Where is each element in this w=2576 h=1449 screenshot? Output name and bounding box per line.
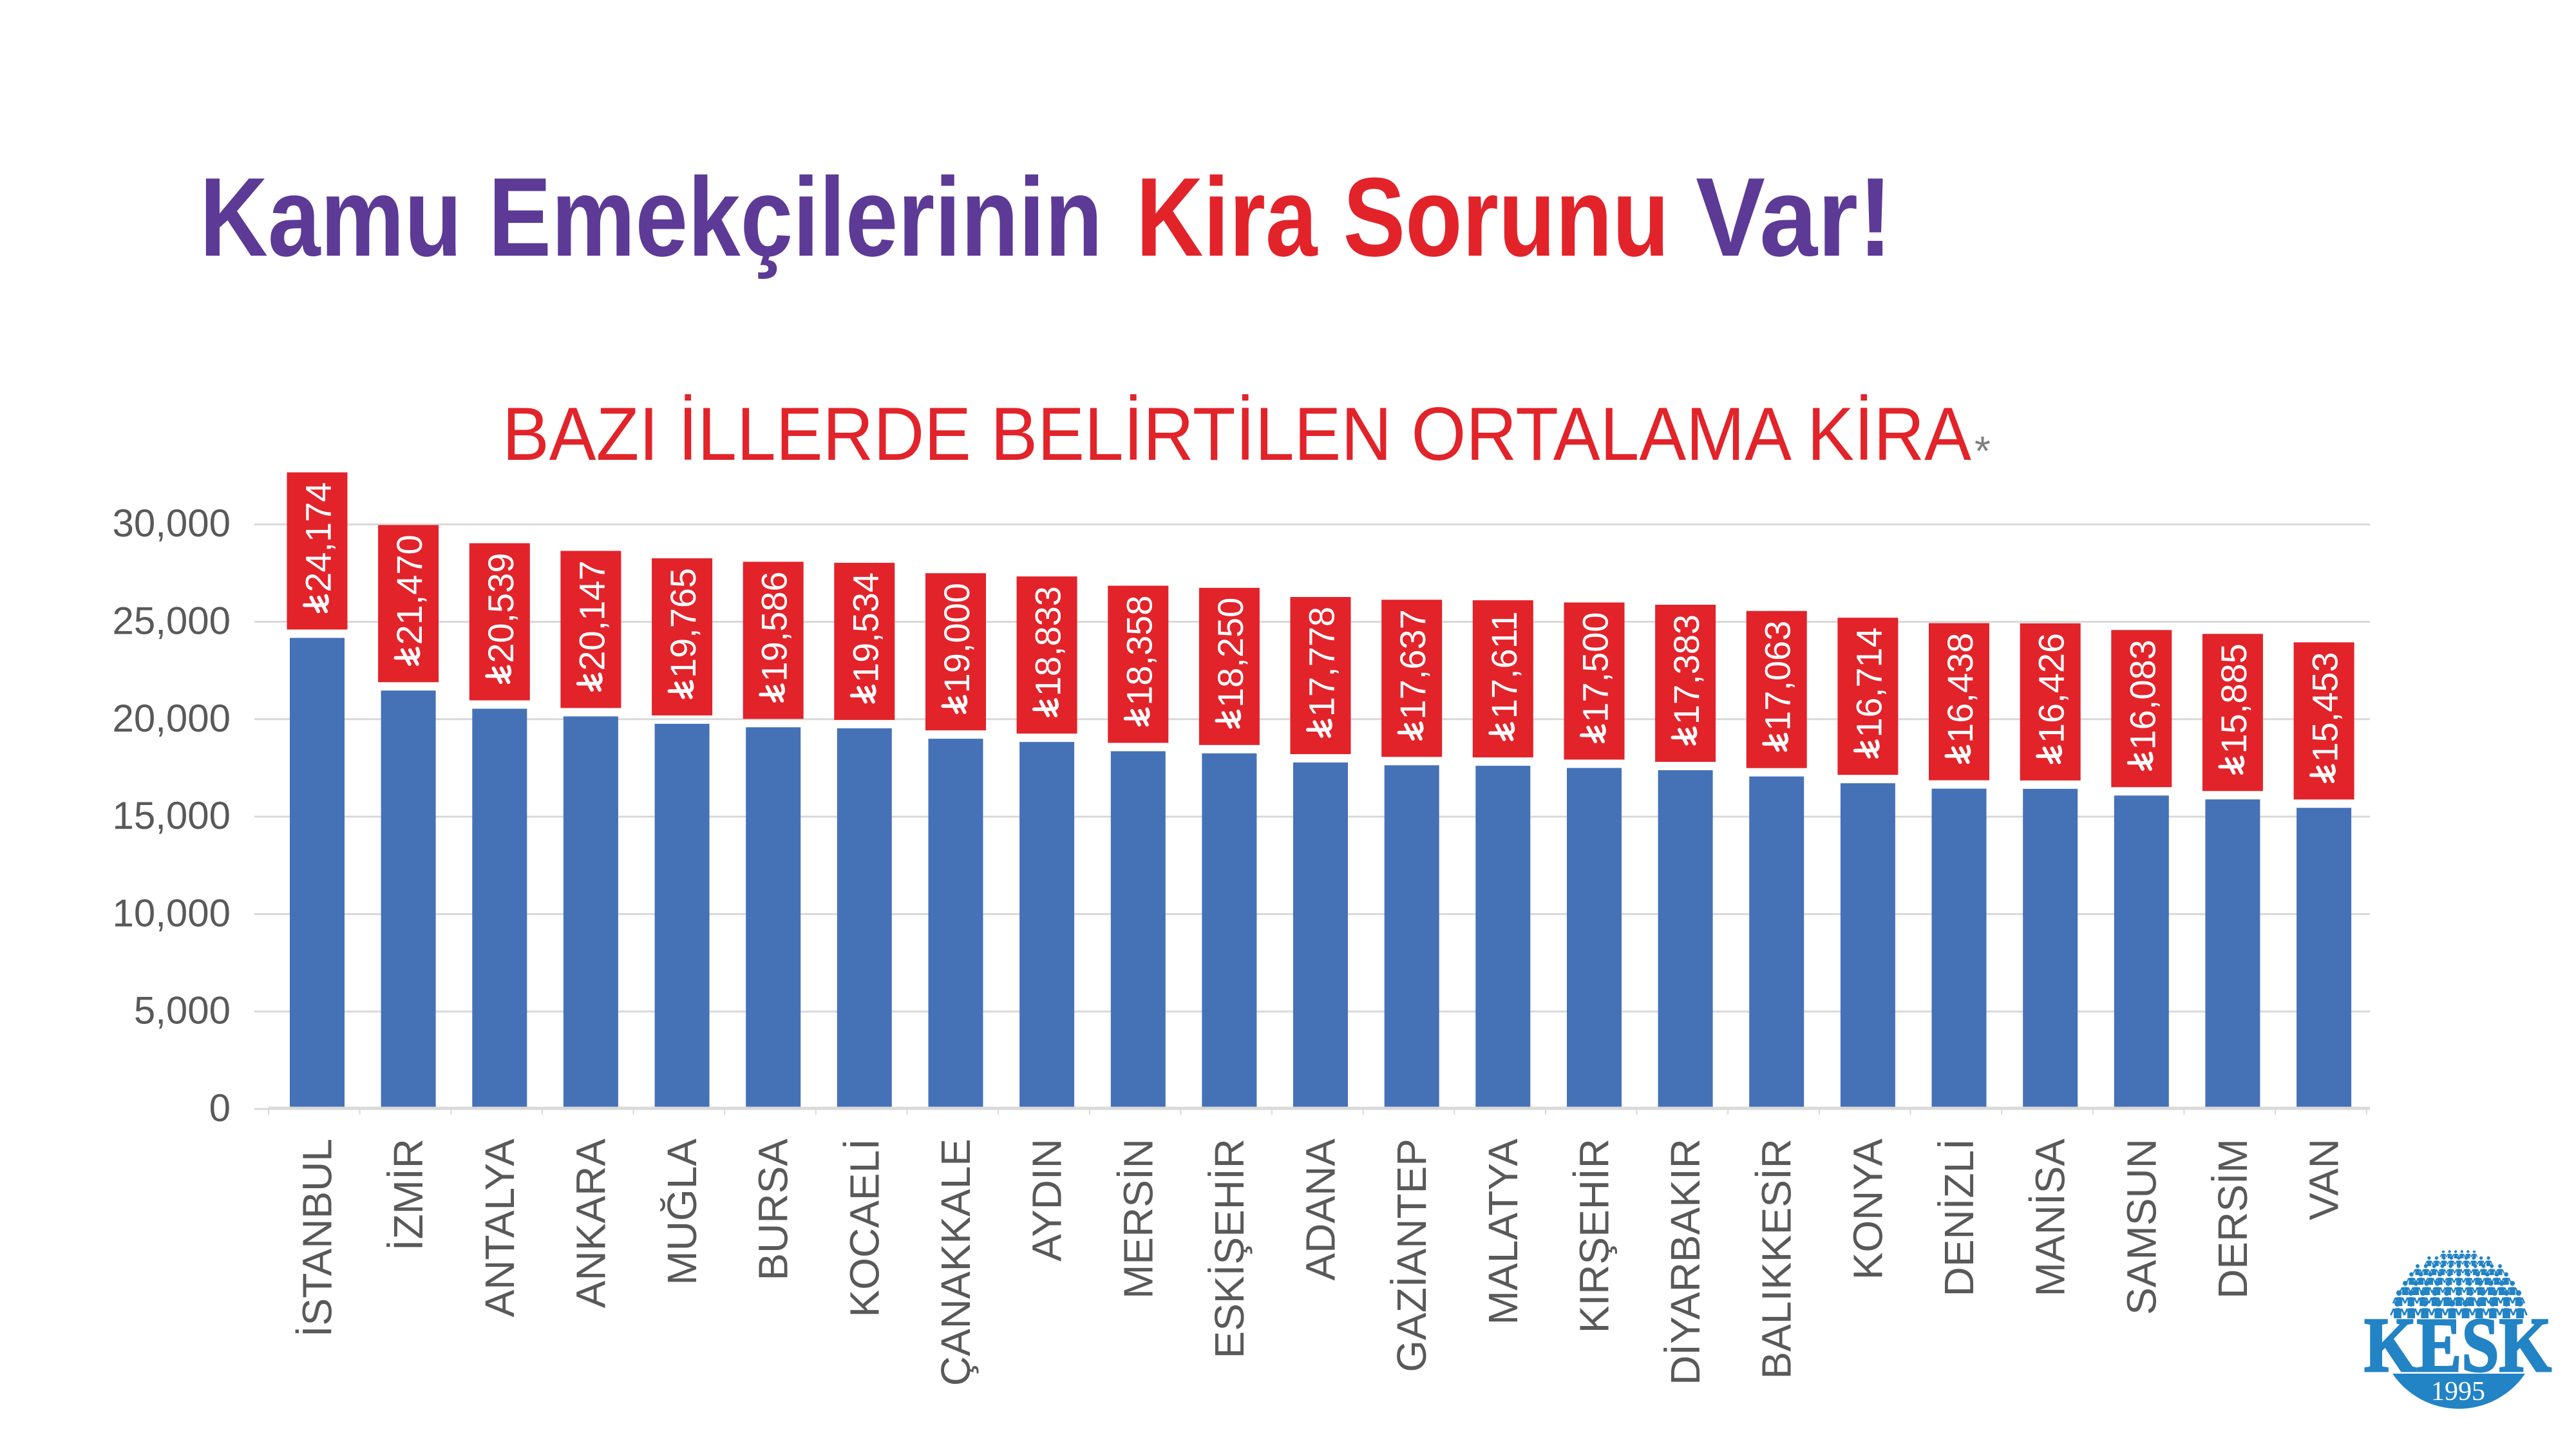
svg-text:10,000: 10,000 (112, 891, 231, 934)
svg-text:1995: 1995 (2431, 1377, 2485, 1406)
svg-text:30,000: 30,000 (112, 502, 231, 545)
svg-text:17,383: 17,383 (1666, 614, 1707, 724)
svg-text:17,500: 17,500 (1575, 612, 1616, 722)
svg-text:0: 0 (209, 1086, 231, 1130)
svg-text:19,586: 19,586 (754, 571, 795, 681)
svg-text:21,470: 21,470 (389, 535, 430, 645)
svg-text:15,000: 15,000 (112, 794, 231, 837)
svg-text:17,778: 17,778 (1302, 607, 1342, 717)
svg-text:ANTALYA: ANTALYA (477, 1139, 523, 1318)
svg-text:GAZİANTEP: GAZİANTEP (1388, 1139, 1435, 1372)
svg-text:BURSA: BURSA (750, 1139, 797, 1281)
svg-text:ESKİŞEHİR: ESKİŞEHİR (1206, 1139, 1253, 1358)
svg-text:*: * (1975, 428, 1991, 474)
svg-text:MANİSA: MANİSA (2027, 1139, 2074, 1297)
svg-text:24,174: 24,174 (298, 482, 339, 592)
svg-text:16,438: 16,438 (1940, 633, 1980, 743)
svg-text:18,833: 18,833 (1028, 586, 1068, 696)
svg-text:17,637: 17,637 (1392, 609, 1433, 719)
svg-text:15,885: 15,885 (2213, 643, 2254, 753)
svg-text:BAZI İLLERDE BELİRTİLEN ORTALA: BAZI İLLERDE BELİRTİLEN ORTALAMA KİRA (502, 392, 1971, 476)
svg-text:İSTANBUL: İSTANBUL (294, 1139, 341, 1337)
svg-text:BALIKKESİR: BALIKKESİR (1754, 1139, 1800, 1379)
svg-text:MERSİN: MERSİN (1115, 1139, 1161, 1299)
svg-text:Kamu Emekçilerinin: Kamu Emekçilerinin (200, 154, 1103, 279)
svg-text:ADANA: ADANA (1298, 1139, 1344, 1281)
svg-text:MALATYA: MALATYA (1480, 1139, 1526, 1325)
svg-text:25,000: 25,000 (112, 600, 231, 643)
svg-text:KIRŞEHİR: KIRŞEHİR (1571, 1139, 1618, 1333)
svg-text:İZMİR: İZMİR (385, 1139, 431, 1251)
svg-text:19,765: 19,765 (663, 568, 703, 678)
svg-text:20,147: 20,147 (571, 560, 612, 670)
svg-text:20,000: 20,000 (112, 697, 231, 740)
svg-text:20,539: 20,539 (480, 553, 521, 663)
svg-text:Var!: Var! (1696, 154, 1893, 279)
svg-text:16,426: 16,426 (2031, 633, 2072, 743)
svg-text:19,000: 19,000 (936, 583, 977, 693)
svg-text:5,000: 5,000 (134, 989, 231, 1032)
svg-text:DERSİM: DERSİM (2210, 1139, 2256, 1299)
svg-text:Kira Sorunu: Kira Sorunu (1136, 154, 1669, 279)
svg-text:ÇANAKKALE: ÇANAKKALE (933, 1139, 979, 1386)
svg-text:ANKARA: ANKARA (567, 1139, 614, 1309)
svg-text:16,714: 16,714 (1848, 627, 1889, 737)
svg-text:18,250: 18,250 (1210, 598, 1251, 708)
svg-text:KOCAELİ: KOCAELİ (841, 1139, 887, 1317)
svg-text:SAMSUN: SAMSUN (2118, 1139, 2164, 1315)
svg-text:19,534: 19,534 (845, 573, 886, 683)
svg-text:VAN: VAN (2301, 1139, 2347, 1220)
svg-text:15,453: 15,453 (2305, 652, 2345, 762)
svg-text:18,358: 18,358 (1119, 595, 1159, 705)
svg-text:16,083: 16,083 (2122, 639, 2163, 750)
svg-text:17,063: 17,063 (1757, 621, 1798, 731)
svg-text:DENİZLİ: DENİZLİ (1936, 1139, 1982, 1296)
svg-text:AYDIN: AYDIN (1024, 1139, 1070, 1262)
svg-text:DİYARBAKIR: DİYARBAKIR (1662, 1139, 1709, 1385)
svg-text:KONYA: KONYA (1844, 1139, 1891, 1280)
svg-text:17,611: 17,611 (1484, 611, 1524, 719)
svg-text:MUĞLA: MUĞLA (659, 1139, 705, 1285)
svg-text:KESK: KESK (2364, 1302, 2552, 1388)
